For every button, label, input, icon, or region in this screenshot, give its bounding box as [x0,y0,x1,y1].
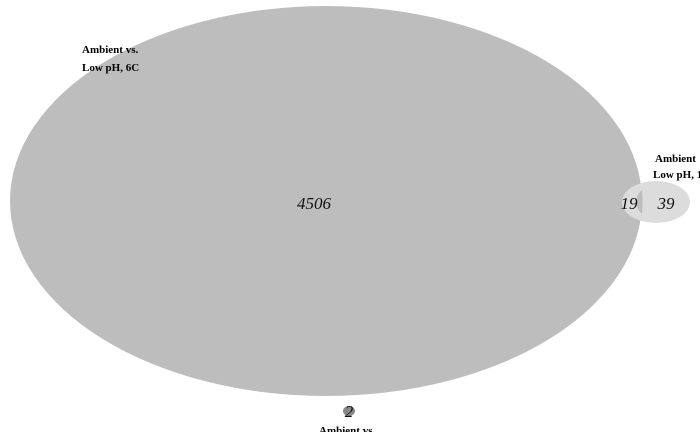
set-label: Low pH, 6C [82,62,139,74]
region-count: 4506 [297,194,332,213]
set-label: Ambient vs [319,425,373,432]
region-count: 2 [345,402,354,421]
overlap-region [635,190,643,214]
region-count: 39 [657,194,676,213]
set-ellipse [622,181,690,223]
set-ellipse [343,406,355,416]
region-count: 19 [621,194,639,213]
set-label: Low pH, 1 [653,169,700,181]
set-label: Ambient [655,153,696,165]
set-ellipse [10,6,642,396]
set-label: Ambient vs. [82,44,138,56]
